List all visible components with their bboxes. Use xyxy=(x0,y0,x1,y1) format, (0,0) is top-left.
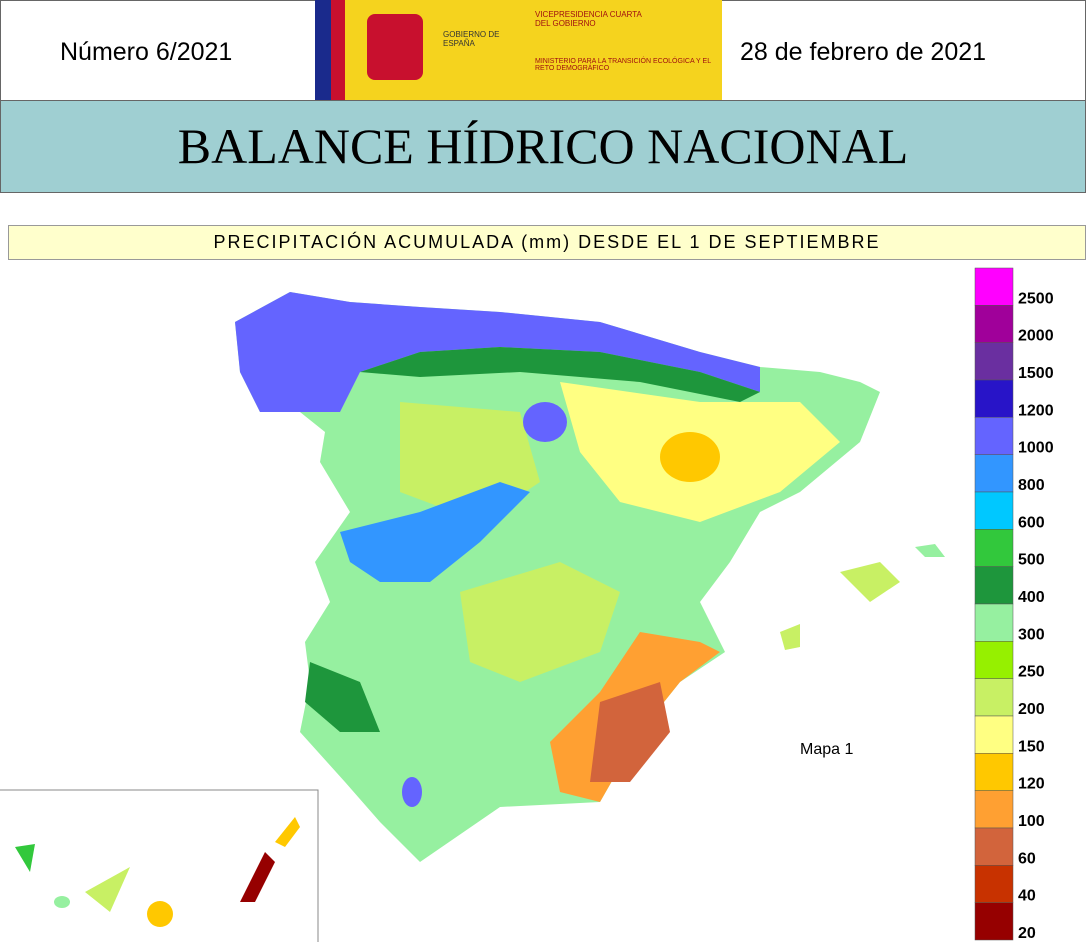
bulletin-date: 28 de febrero de 2021 xyxy=(740,38,987,66)
legend-swatch xyxy=(974,715,1014,754)
logo: GOBIERNO DE ESPAÑA VICEPRESIDENCIA CUART… xyxy=(315,0,722,100)
region xyxy=(402,777,422,807)
legend-swatch xyxy=(974,753,1014,791)
bulletin-number: Número 6/2021 xyxy=(60,38,233,66)
region xyxy=(460,562,620,682)
legend-swatch xyxy=(974,305,1014,343)
region xyxy=(360,347,760,402)
legend-label: 250 xyxy=(1018,664,1045,681)
region xyxy=(340,482,530,582)
legend-label: 500 xyxy=(1018,552,1045,569)
flag-stripe xyxy=(331,0,345,100)
legend-label: 1000 xyxy=(1018,440,1054,457)
canary-islands xyxy=(15,817,300,927)
legend-swatch xyxy=(974,790,1014,829)
legend-swatch xyxy=(974,641,1014,679)
island xyxy=(275,817,300,847)
legend-swatch xyxy=(974,865,1014,903)
legend-swatch xyxy=(974,566,1014,605)
legend-swatch xyxy=(974,267,1014,306)
region xyxy=(523,402,567,442)
legend-swatch xyxy=(974,491,1014,530)
legend-swatch xyxy=(974,342,1014,381)
map: Mapa 1 2500 2000 1500 1200 1000 800 600 500 400 3… xyxy=(0,267,1054,942)
legend: 2500 2000 1500 1200 1000 800 600 500 400 300 250 20… xyxy=(974,267,1054,942)
legend-label: 200 xyxy=(1018,701,1045,718)
legend-label: 40 xyxy=(1018,888,1036,905)
island xyxy=(147,901,173,927)
legend-label: 300 xyxy=(1018,626,1045,643)
region xyxy=(305,662,380,732)
canary-frame xyxy=(0,789,319,942)
map-label: Mapa 1 xyxy=(800,741,853,758)
region xyxy=(660,432,720,482)
eu-stripe xyxy=(315,0,331,100)
legend-swatch xyxy=(974,827,1014,866)
island xyxy=(240,852,275,902)
legend-label: 2500 xyxy=(1018,290,1054,307)
island xyxy=(85,867,130,912)
legend-swatch xyxy=(974,529,1014,567)
coat-of-arms xyxy=(367,14,423,80)
legend-label: 600 xyxy=(1018,514,1045,531)
legend-label: 60 xyxy=(1018,850,1036,867)
legend-label: 2000 xyxy=(1018,328,1054,345)
legend-label: 1500 xyxy=(1018,365,1054,382)
legend-swatch xyxy=(974,678,1014,717)
logo-text: MINISTERIO PARA LA TRANSICIÓN ECOLÓGICA … xyxy=(535,58,711,72)
spain-map xyxy=(235,292,945,862)
balearic xyxy=(780,624,800,650)
legend-swatch xyxy=(974,902,1014,941)
logo-text: VICEPRESIDENCIA CUARTA DEL GOBIERNO xyxy=(535,10,642,28)
legend-label: 1200 xyxy=(1018,402,1054,419)
legend-label: 100 xyxy=(1018,813,1045,830)
region xyxy=(235,292,760,412)
legend-swatch xyxy=(974,603,1014,642)
legend-label: 120 xyxy=(1018,776,1045,793)
legend-label: 400 xyxy=(1018,589,1045,606)
legend-label: 150 xyxy=(1018,738,1045,755)
balearic xyxy=(840,562,900,602)
title: BALANCE HÍDRICO NACIONAL xyxy=(0,100,1086,193)
legend-label: 20 xyxy=(1018,925,1036,942)
subtitle: PRECIPITACIÓN ACUMULADA (mm) DESDE EL 1 … xyxy=(8,225,1086,260)
legend-swatch xyxy=(974,417,1014,455)
island xyxy=(54,896,70,908)
legend-label: 800 xyxy=(1018,477,1045,494)
island xyxy=(15,844,35,872)
logo-text: GOBIERNO DE ESPAÑA xyxy=(443,30,500,48)
legend-swatch xyxy=(974,379,1014,418)
legend-swatch xyxy=(974,454,1014,493)
region xyxy=(590,682,670,782)
balearic xyxy=(915,544,945,557)
